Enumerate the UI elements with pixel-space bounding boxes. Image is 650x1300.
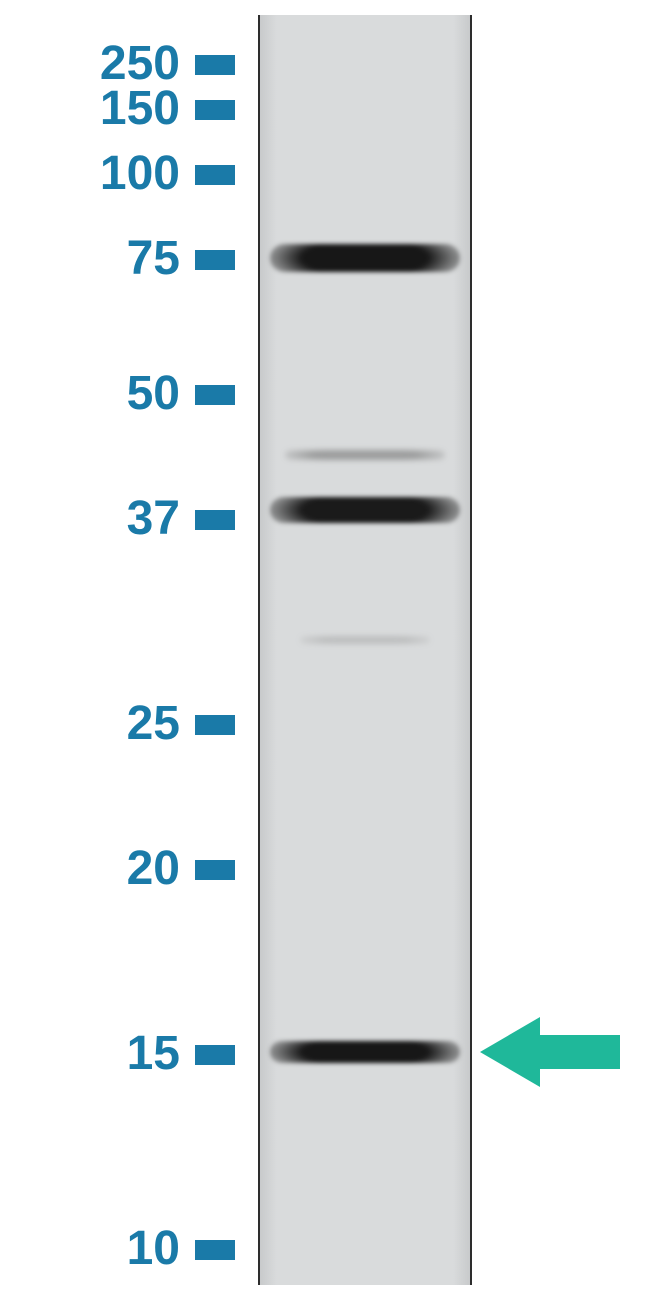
marker-tick	[195, 715, 235, 735]
marker-label: 75	[127, 231, 180, 286]
marker-label: 50	[127, 366, 180, 421]
western-blot: 25015010075503725201510	[0, 0, 650, 1300]
lane-border-left	[258, 15, 260, 1285]
protein-band	[270, 244, 460, 272]
marker-label: 25	[127, 696, 180, 751]
marker-tick	[195, 385, 235, 405]
marker-label: 150	[100, 81, 180, 136]
marker-label: 37	[127, 491, 180, 546]
arrow-shaft	[540, 1035, 620, 1069]
protein-band	[270, 1041, 460, 1063]
protein-band	[270, 497, 460, 523]
marker-label: 20	[127, 841, 180, 896]
marker-tick	[195, 1240, 235, 1260]
protein-band	[285, 450, 445, 460]
marker-label: 100	[100, 146, 180, 201]
lane-border-right	[470, 15, 472, 1285]
marker-tick	[195, 860, 235, 880]
marker-tick	[195, 165, 235, 185]
marker-tick	[195, 100, 235, 120]
arrow-head-icon	[480, 1017, 540, 1087]
marker-label: 15	[127, 1026, 180, 1081]
protein-band	[300, 636, 430, 644]
marker-label: 10	[127, 1221, 180, 1276]
blot-lane	[260, 15, 470, 1285]
marker-tick	[195, 250, 235, 270]
marker-tick	[195, 55, 235, 75]
marker-tick	[195, 510, 235, 530]
marker-tick	[195, 1045, 235, 1065]
